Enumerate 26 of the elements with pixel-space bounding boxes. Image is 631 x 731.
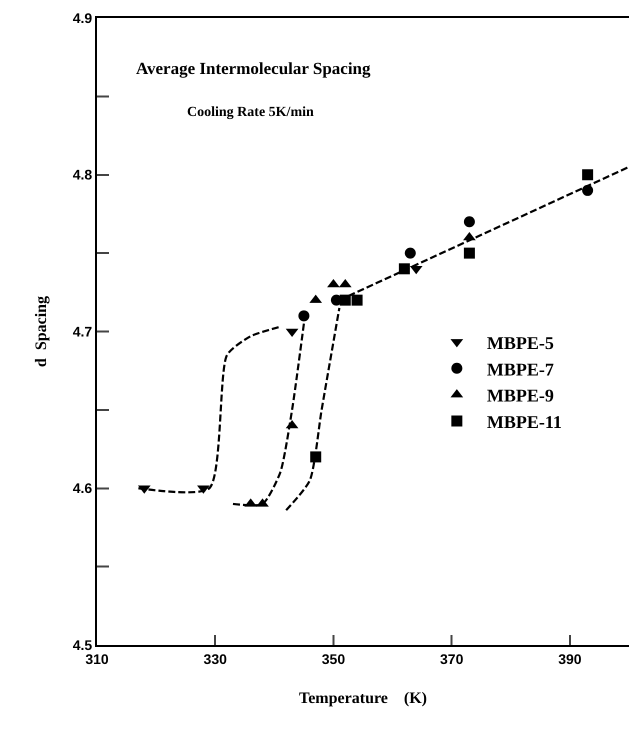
legend-label: MBPE-11: [486, 412, 562, 432]
line-series: [232, 322, 305, 506]
legend-label: MBPE-7: [486, 359, 554, 380]
y-tick-label: 4.9: [72, 10, 92, 26]
point: [298, 310, 310, 322]
y-tick-label: 4.8: [72, 166, 92, 183]
x-tick-label: 370: [440, 650, 464, 667]
point: [582, 169, 594, 180]
y-tick-label: 4.6: [72, 480, 92, 496]
y-tick-label: 4.5: [72, 636, 92, 653]
x-tick-label: 390: [558, 650, 582, 667]
legend-label: MBPE-9: [486, 386, 554, 406]
x-tick-label: 350: [322, 650, 346, 667]
point: [464, 248, 475, 259]
point: [352, 294, 363, 306]
point: [464, 216, 475, 228]
y-axis-title: d Spacing: [33, 296, 50, 368]
x-tick-label: 330: [204, 650, 228, 667]
legend-label: MBPE-5: [486, 332, 554, 353]
text: Cooling Rate 5K/min: [187, 105, 314, 120]
x-tick-label: 310: [85, 650, 109, 667]
line-series: [285, 306, 340, 512]
point: [404, 248, 416, 259]
y-tick-label: 4.7: [72, 323, 92, 340]
text: Average Intermolecular Spacing: [136, 59, 371, 78]
x-axis-title: Temperature (K): [299, 690, 427, 707]
